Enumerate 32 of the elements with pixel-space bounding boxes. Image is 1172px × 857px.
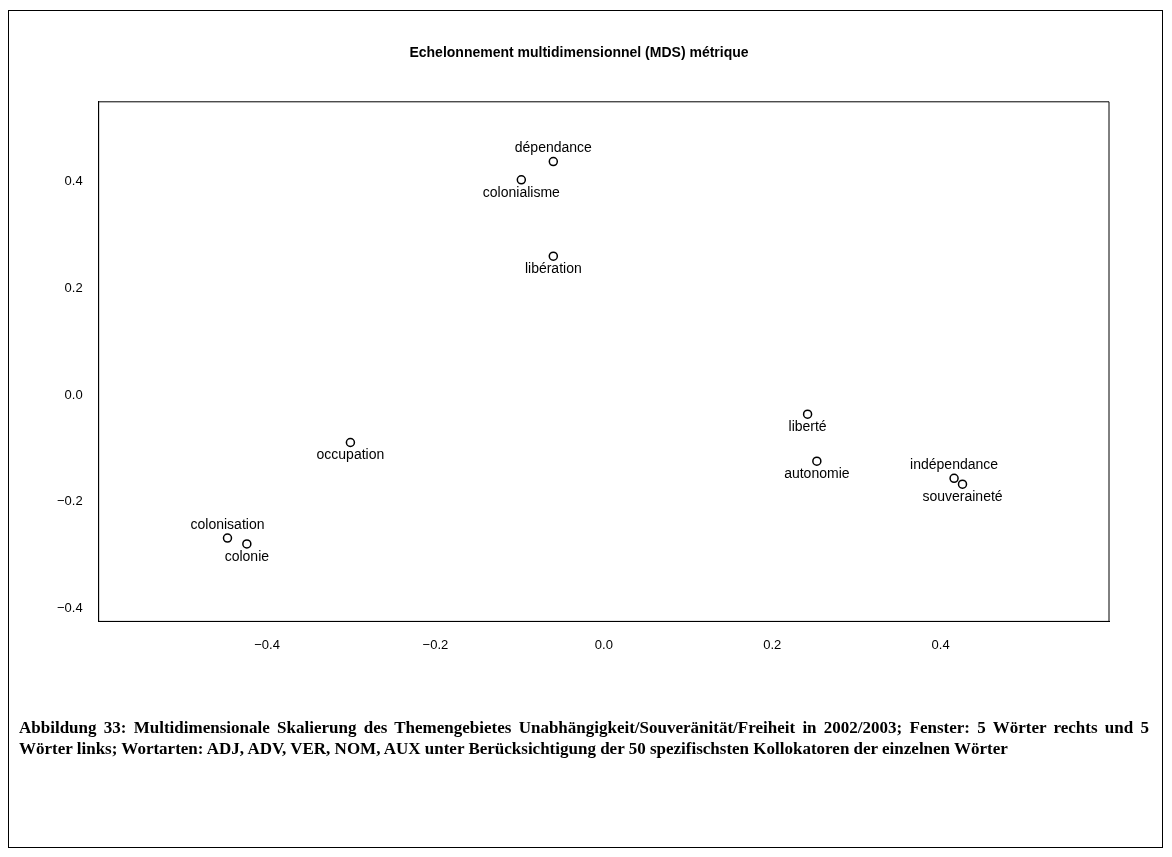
point bbox=[957, 479, 968, 489]
data-label: occupation bbox=[316, 446, 385, 463]
data-label: colonialisme bbox=[482, 183, 561, 200]
y-tick-label: 0.0 bbox=[64, 386, 83, 402]
x-tick-label: −0.4 bbox=[254, 636, 280, 652]
data-label: colonie bbox=[224, 547, 270, 564]
point bbox=[802, 409, 813, 419]
x-tick-label: 0.0 bbox=[594, 636, 613, 652]
point bbox=[242, 539, 252, 549]
y-tick-label: −0.2 bbox=[56, 493, 83, 509]
data-label: libération bbox=[524, 259, 582, 276]
x-tick-label: −0.2 bbox=[422, 636, 449, 652]
text: Abbildung 33: Multidimensionale Skalierung des Themengebietes Unabhängigkeit/Souveränität/Freiheit in 2002/2003; Fenster: 5 Wörter rechts und 5 Wörter links; Wortarten: ADJ, ADV, VER, NOM, AUX unter Berücksichtigung der 50 spezifischsten Kollokatoren der einzelnen Wörter bbox=[19, 717, 1149, 759]
x-tick-label: 0.4 bbox=[931, 636, 950, 652]
point bbox=[345, 437, 356, 448]
point bbox=[812, 456, 822, 466]
data-label: autonomie bbox=[784, 465, 850, 482]
point bbox=[222, 533, 233, 543]
point bbox=[548, 251, 559, 261]
chart-title: Echelonnement multidimensionnel (MDS) métrique bbox=[409, 44, 749, 61]
data-label: liberté bbox=[788, 418, 827, 435]
data-label: indépendance bbox=[910, 456, 999, 473]
point bbox=[949, 473, 959, 484]
data-label: souveraineté bbox=[922, 488, 1003, 505]
data-label: dépendance bbox=[514, 139, 593, 156]
x-tick-label: 0.2 bbox=[763, 636, 782, 652]
y-tick-label: 0.2 bbox=[64, 279, 83, 295]
data-label: colonisation bbox=[190, 515, 265, 532]
y-tick-label: −0.4 bbox=[56, 600, 83, 616]
point bbox=[548, 156, 559, 167]
point bbox=[516, 175, 527, 185]
y-tick-label: 0.4 bbox=[64, 172, 83, 188]
